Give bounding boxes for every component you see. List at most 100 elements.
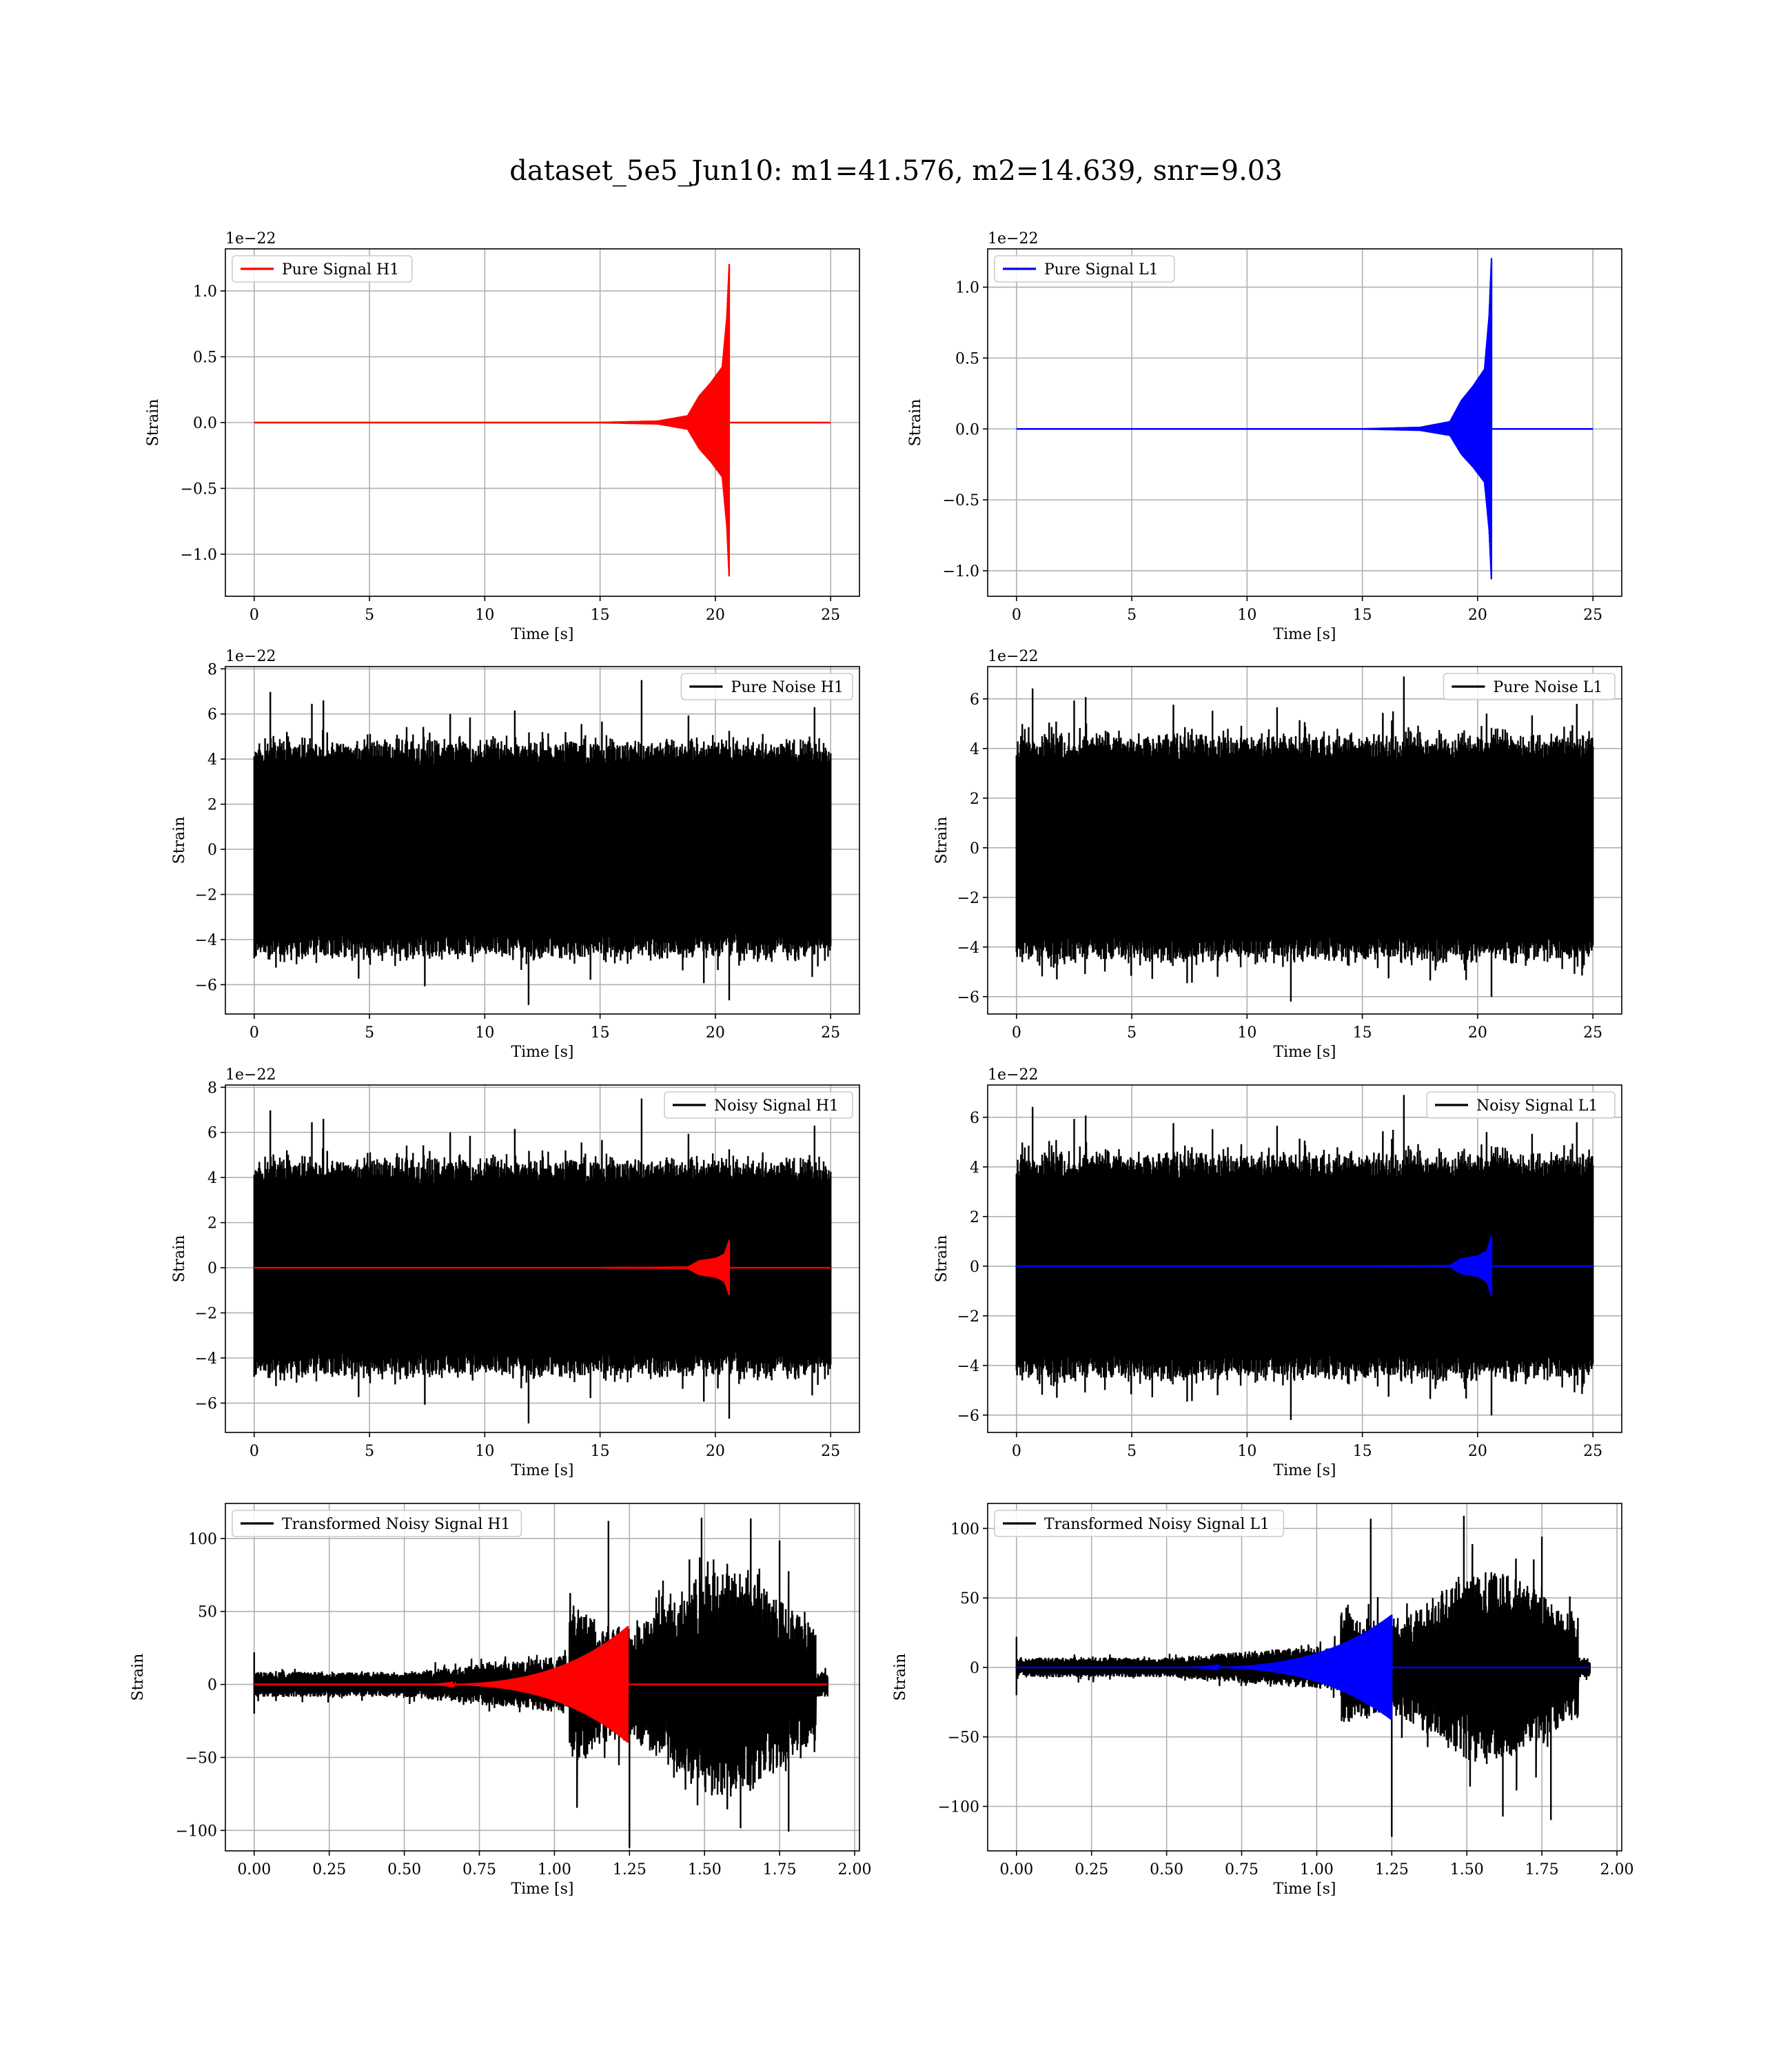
signal-trace xyxy=(1016,1614,1590,1721)
plot-area xyxy=(1015,676,1594,1002)
axes-frame xyxy=(987,248,1622,597)
y-axis-label: Strain xyxy=(933,817,950,864)
y-tick-label: −4 xyxy=(957,940,979,957)
legend-box xyxy=(664,1091,853,1119)
axes-frame xyxy=(225,1503,860,1852)
y-tick-label: −2 xyxy=(957,890,979,907)
y-tick-label: 0 xyxy=(207,1260,217,1277)
signal-trace xyxy=(254,1625,828,1743)
plot-area xyxy=(254,263,831,577)
y-tick-label: 50 xyxy=(960,1590,979,1608)
y-axis-label: Strain xyxy=(145,399,162,447)
legend-box xyxy=(232,1510,522,1537)
y-tick-label: 1.0 xyxy=(955,280,979,297)
y-tick-label: −2 xyxy=(195,1306,217,1323)
legend: Noisy Signal L1 xyxy=(1426,1091,1616,1119)
x-tick-label: 5 xyxy=(365,1024,374,1042)
legend-box xyxy=(232,255,413,283)
x-tick-label: 25 xyxy=(821,607,840,624)
x-tick-label: 0 xyxy=(250,1024,259,1042)
x-tick-label: 15 xyxy=(591,607,610,624)
noise-trace xyxy=(253,680,832,1005)
x-axis-label: Time [s] xyxy=(511,1462,573,1479)
x-tick-label: 15 xyxy=(1353,1024,1372,1042)
y-axis-label: Strain xyxy=(130,1654,147,1701)
x-tick-label: 25 xyxy=(1583,1443,1602,1460)
x-tick-label: 25 xyxy=(1583,1024,1602,1042)
y-tick-label: 4 xyxy=(207,751,217,769)
y-tick-label: 0 xyxy=(970,1660,979,1677)
x-tick-label: 20 xyxy=(706,607,725,624)
legend-label: Noisy Signal L1 xyxy=(1476,1097,1598,1115)
subplot-5: 0 5 10 15 20 25 −6 −4 −2 0 2 4 6 8 Time [s] Strain 1e−22… xyxy=(171,1066,860,1479)
y-tick-label: 6 xyxy=(970,1110,979,1127)
y-tick-label: −6 xyxy=(957,1408,979,1425)
y-tick-label: 2 xyxy=(207,797,217,814)
x-tick-label: 10 xyxy=(1237,1443,1256,1460)
x-tick-label: 0.00 xyxy=(237,1861,271,1878)
y-tick-label: 100 xyxy=(188,1531,217,1548)
offset-text: 1e−22 xyxy=(225,1066,276,1084)
noise-trace xyxy=(1015,676,1594,1002)
x-tick-label: 0.75 xyxy=(462,1861,496,1878)
x-tick-label: 5 xyxy=(1127,607,1137,624)
x-tick-label: 5 xyxy=(1127,1443,1137,1460)
x-tick-label: 20 xyxy=(1468,607,1487,624)
x-tick-label: 0.25 xyxy=(312,1861,346,1878)
y-tick-label: −2 xyxy=(195,887,217,904)
plot-area xyxy=(1015,1515,1591,1837)
y-tick-label: 2 xyxy=(970,1209,979,1226)
legend-label: Transformed Noisy Signal H1 xyxy=(282,1516,511,1533)
x-tick-label: 20 xyxy=(1468,1024,1487,1042)
y-tick-label: −50 xyxy=(185,1750,217,1767)
y-tick-label: −6 xyxy=(195,977,217,994)
noise-trace xyxy=(253,1098,832,1423)
x-tick-label: 10 xyxy=(475,1443,494,1460)
x-tick-label: 5 xyxy=(1127,1024,1137,1042)
y-tick-label: −1.0 xyxy=(943,563,979,580)
plot-area xyxy=(253,1517,828,1848)
figure-title: dataset_5e5_Jun10: m1=41.576, m2=14.639,… xyxy=(509,155,1283,187)
noise-trace xyxy=(1015,1095,1594,1420)
axes-frame xyxy=(225,1084,860,1433)
y-axis-label: Strain xyxy=(171,1235,188,1283)
legend-box xyxy=(680,673,853,700)
subplot-8: 0.00 0.25 0.50 0.75 1.00 1.25 1.50 1.75 2.00 −100… xyxy=(892,1503,1634,1898)
x-tick-label: 25 xyxy=(821,1443,840,1460)
x-tick-label: 1.75 xyxy=(763,1861,797,1878)
y-tick-label: 2 xyxy=(970,791,979,808)
y-tick-label: 6 xyxy=(970,691,979,709)
legend-box xyxy=(994,255,1175,283)
y-tick-label: 4 xyxy=(970,741,979,758)
plot-area xyxy=(1015,1095,1594,1420)
y-tick-label: −4 xyxy=(195,932,217,949)
x-tick-label: 0 xyxy=(1012,1024,1021,1042)
x-tick-label: 0.25 xyxy=(1075,1861,1108,1878)
x-tick-label: 1.00 xyxy=(538,1861,571,1878)
axes-frame xyxy=(987,666,1622,1015)
x-tick-label: 15 xyxy=(591,1443,610,1460)
subplot-2: 0 5 10 15 20 25 −1.0 −0.5 0.0 0.5 1.0 Time [s] Strai… xyxy=(907,230,1622,643)
y-axis-label: Strain xyxy=(171,817,188,864)
y-tick-label: −0.5 xyxy=(181,480,217,498)
x-axis-label: Time [s] xyxy=(1273,1462,1336,1479)
legend-box xyxy=(1443,673,1616,700)
signal-trace xyxy=(254,1239,831,1296)
y-tick-label: −2 xyxy=(957,1308,979,1326)
signal-trace xyxy=(1016,1235,1594,1297)
y-tick-label: 4 xyxy=(207,1170,217,1187)
y-tick-label: 2 xyxy=(207,1215,217,1233)
offset-text: 1e−22 xyxy=(988,1066,1038,1084)
y-tick-label: 0 xyxy=(207,1677,217,1694)
subplot-6: 0 5 10 15 20 25 −6 −4 −2 0 2 4 6 Time [s] Strain 1e−22 N… xyxy=(933,1066,1622,1479)
legend-label: Noisy Signal H1 xyxy=(714,1097,839,1115)
x-axis-label: Time [s] xyxy=(1273,626,1336,643)
legend: Pure Noise H1 xyxy=(680,673,853,700)
y-axis-label: Strain xyxy=(907,399,924,447)
x-tick-label: 0 xyxy=(250,1443,259,1460)
legend: Transformed Noisy Signal L1 xyxy=(994,1510,1285,1537)
legend: Pure Signal H1 xyxy=(232,255,413,283)
offset-text: 1e−22 xyxy=(225,230,276,247)
offset-text: 1e−22 xyxy=(988,648,1038,665)
axes-frame xyxy=(225,666,860,1015)
